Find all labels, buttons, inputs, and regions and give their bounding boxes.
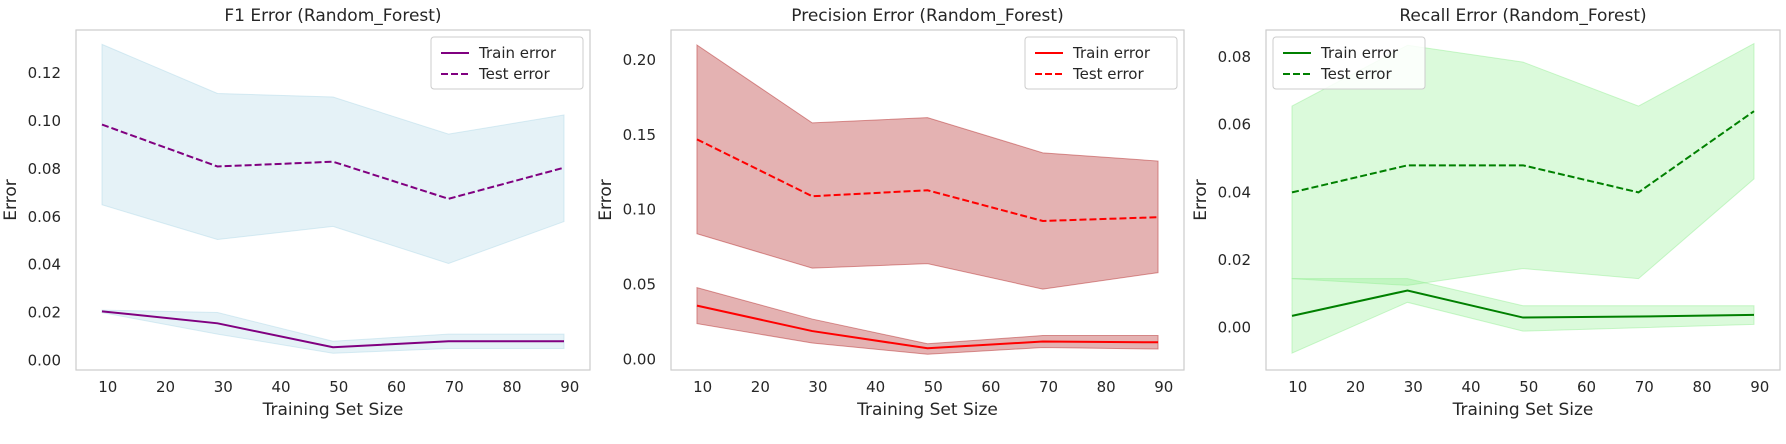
x-tick-label: 60 [981,378,1000,396]
plot-frame [670,29,1185,371]
x-tick-label: 30 [1404,378,1423,396]
legend-label: Test error [1320,65,1392,83]
x-tick-label: 50 [1519,378,1538,396]
band-train [101,309,565,354]
y-tick-label: 0.06 [28,208,61,226]
y-tick-label: 0.20 [623,51,656,69]
x-axis-label: Training Set Size [856,400,998,420]
x-tick-label: 20 [156,378,175,396]
x-tick-label: 30 [808,378,827,396]
chart-panel-2: 10 20 30 40 50 60 70 80 90 0.00 0.05 0.10 0.15 0.20 Pr… [596,6,1185,420]
x-tick-label: 70 [1635,378,1654,396]
chart-title: Recall Error (Random_Forest) [1399,6,1646,26]
x-tick-label: 30 [214,378,233,396]
y-tick-label: 0.00 [623,351,656,369]
legend: Train error Test error [430,36,584,90]
y-tick-label: 0.05 [623,276,656,294]
legend: Train error Test error [1272,36,1426,90]
legend-box [1024,36,1178,90]
x-tick-label: 60 [387,378,406,396]
x-tick-label: 80 [502,378,521,396]
x-tick-label: 50 [329,378,348,396]
legend-box [1272,36,1426,90]
x-tick-label: 10 [693,378,712,396]
x-tick-label: 90 [560,378,579,396]
y-tick-label: 0.08 [28,160,61,178]
y-tick-label: 0.04 [1218,183,1251,201]
band-test [696,44,1159,290]
x-tick-label: 20 [751,378,770,396]
y-tick-label: 0.02 [1218,251,1251,269]
legend-label: Test error [478,65,550,83]
x-axis-label: Training Set Size [1452,400,1594,420]
y-axis-label: Error [596,179,616,220]
y-tick-label: 0.10 [28,112,61,130]
x-tick-label: 20 [1346,378,1365,396]
x-tick-label: 70 [445,378,464,396]
y-tick-label: 0.02 [28,304,61,322]
x-tick-label: 70 [1039,378,1058,396]
chart-title: F1 Error (Random_Forest) [224,6,441,26]
y-tick-label: 0.12 [28,64,61,82]
band-train [1291,278,1755,354]
x-tick-label: 80 [1692,378,1711,396]
chart-title: Precision Error (Random_Forest) [791,6,1063,26]
band-test [101,43,565,264]
y-axis-label: Error [1,179,21,220]
y-tick-label: 0.06 [1218,116,1251,134]
legend-box [430,36,584,90]
x-tick-label: 80 [1097,378,1116,396]
y-tick-label: 0.04 [28,256,61,274]
band-train [696,286,1159,355]
legend-label: Train error [1072,44,1151,62]
series-line-train [101,310,565,349]
legend: Train error Test error [1024,36,1178,90]
x-tick-label: 40 [1461,378,1480,396]
y-tick-label: 0.00 [28,351,61,369]
plot-frame [75,29,591,371]
y-tick-label: 0.15 [623,126,656,144]
x-tick-label: 50 [924,378,943,396]
series-line-test [101,123,565,200]
x-tick-label: 40 [866,378,885,396]
x-tick-label: 60 [1577,378,1596,396]
series-line-train [1291,289,1755,319]
x-tick-label: 90 [1750,378,1769,396]
plot-frame [1265,29,1781,371]
chart-panel-1: 10 20 30 40 50 60 70 80 90 0.00 0.02 0.04 0.06 0.08 0.… [1,6,591,420]
legend-label: Test error [1072,65,1144,83]
x-tick-label: 10 [1288,378,1307,396]
x-tick-label: 40 [271,378,290,396]
y-axis-label: Error [1191,179,1211,220]
series-line-test [696,138,1159,222]
x-tick-label: 10 [98,378,117,396]
series-line-test [1291,110,1755,194]
y-tick-label: 0.08 [1218,48,1251,66]
y-tick-label: 0.10 [623,201,656,219]
y-tick-label: 0.00 [1218,319,1251,337]
legend-label: Train error [1320,44,1399,62]
chart-panel-3: 10 20 30 40 50 60 70 80 90 0.00 0.02 0.04 0.06 0.08 Re… [1191,6,1781,420]
x-tick-label: 90 [1154,378,1173,396]
series-line-train [696,304,1159,350]
x-axis-label: Training Set Size [262,400,404,420]
legend-label: Train error [478,44,557,62]
